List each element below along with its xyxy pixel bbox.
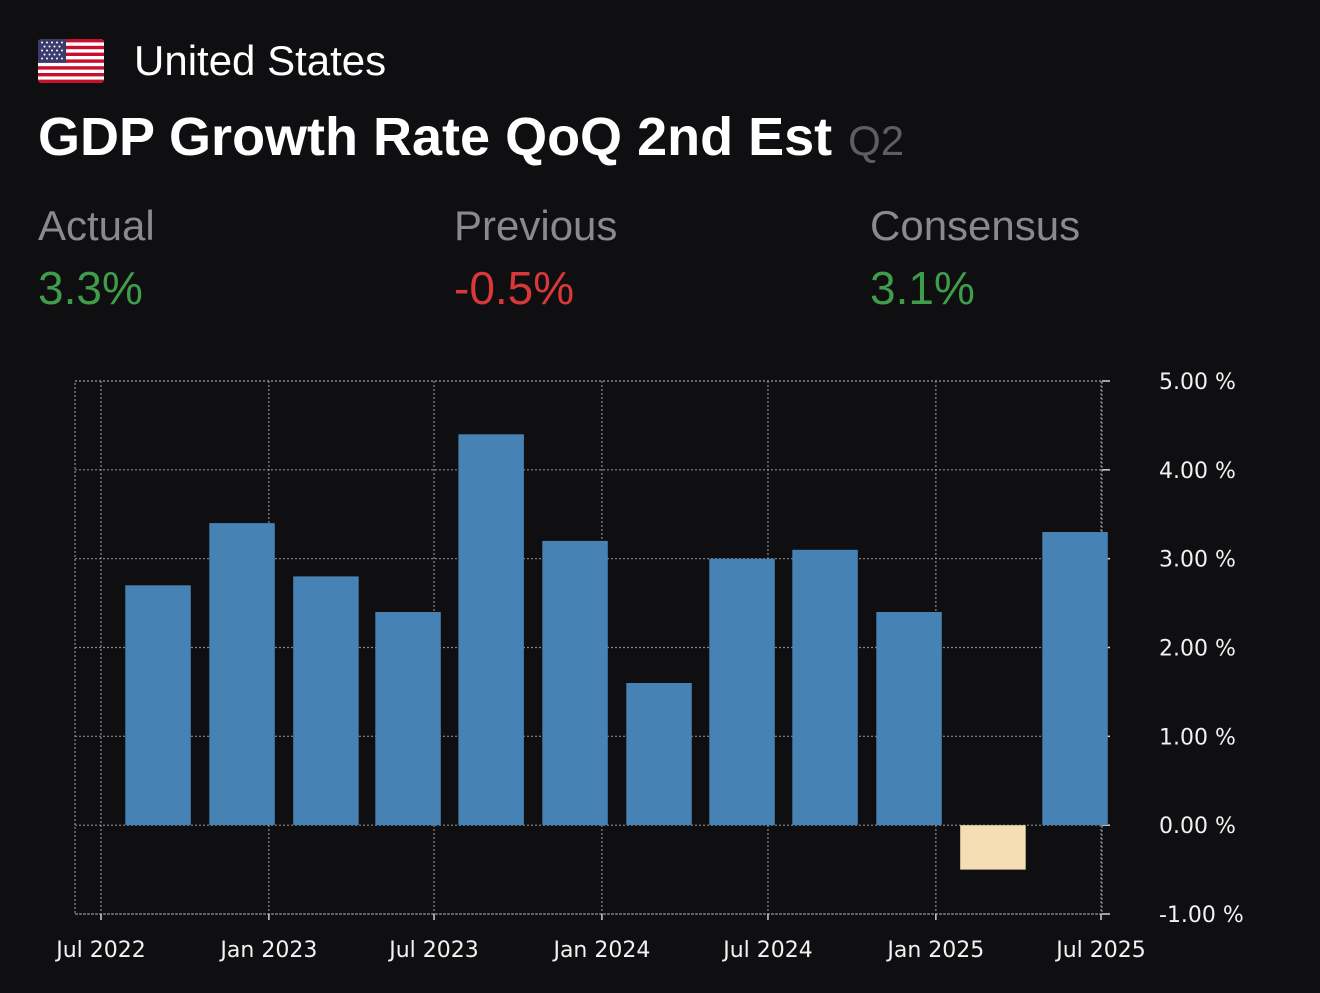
actual-label: Actual <box>38 202 155 249</box>
stat-previous: Previous -0.5% <box>454 200 617 318</box>
period-label: Q2 <box>848 117 905 164</box>
y-tick-label: 4.00 % <box>1159 459 1236 484</box>
chart-bar <box>458 434 524 826</box>
x-tick-label: Jan 2025 <box>885 938 984 963</box>
y-tick-label: -1.00 % <box>1159 903 1244 928</box>
x-tick-label: Jul 2024 <box>721 938 813 963</box>
x-tick-label: Jul 2025 <box>1054 938 1146 963</box>
y-tick-label: 0.00 % <box>1159 814 1236 839</box>
x-tick-label: Jul 2022 <box>54 938 146 963</box>
chart-bar <box>626 683 692 826</box>
y-tick-label: 2.00 % <box>1159 637 1236 662</box>
stat-actual: Actual 3.3% <box>38 200 155 318</box>
chart-bar <box>876 612 942 826</box>
chart-bar <box>209 523 275 826</box>
chart-bar <box>1042 532 1108 826</box>
previous-value: -0.5% <box>454 262 575 314</box>
gdp-bar-chart: 5.00 % 4.00 % 3.00 % 2.00 % 1.00 % 0.00 % -1.0… <box>54 370 1244 963</box>
x-tick-label: Jan 2023 <box>218 938 317 963</box>
country-header: United States <box>38 36 386 86</box>
consensus-value: 3.1% <box>870 262 975 314</box>
chart-bar <box>293 576 359 826</box>
stat-consensus: Consensus 3.1% <box>870 200 1080 318</box>
us-flag-icon <box>38 39 104 83</box>
consensus-label: Consensus <box>870 202 1081 249</box>
x-tick-label: Jul 2023 <box>387 938 479 963</box>
country-name: United States <box>134 37 387 84</box>
chart-bar <box>542 540 608 826</box>
chart-bar <box>709 558 775 826</box>
y-tick-label: 1.00 % <box>1159 725 1236 750</box>
chart-bar <box>375 612 441 826</box>
y-tick-label: 5.00 % <box>1159 370 1236 395</box>
page-title: GDP Growth Rate QoQ 2nd Est <box>38 107 833 167</box>
chart-bar <box>960 825 1026 870</box>
chart-bar <box>125 585 191 826</box>
chart-bar <box>792 549 858 826</box>
indicator-title-row: GDP Growth Rate QoQ 2nd Est Q2 <box>38 106 904 168</box>
x-tick-label: Jan 2024 <box>551 938 650 963</box>
previous-label: Previous <box>454 202 618 249</box>
y-tick-label: 3.00 % <box>1159 548 1236 573</box>
actual-value: 3.3% <box>38 262 143 314</box>
